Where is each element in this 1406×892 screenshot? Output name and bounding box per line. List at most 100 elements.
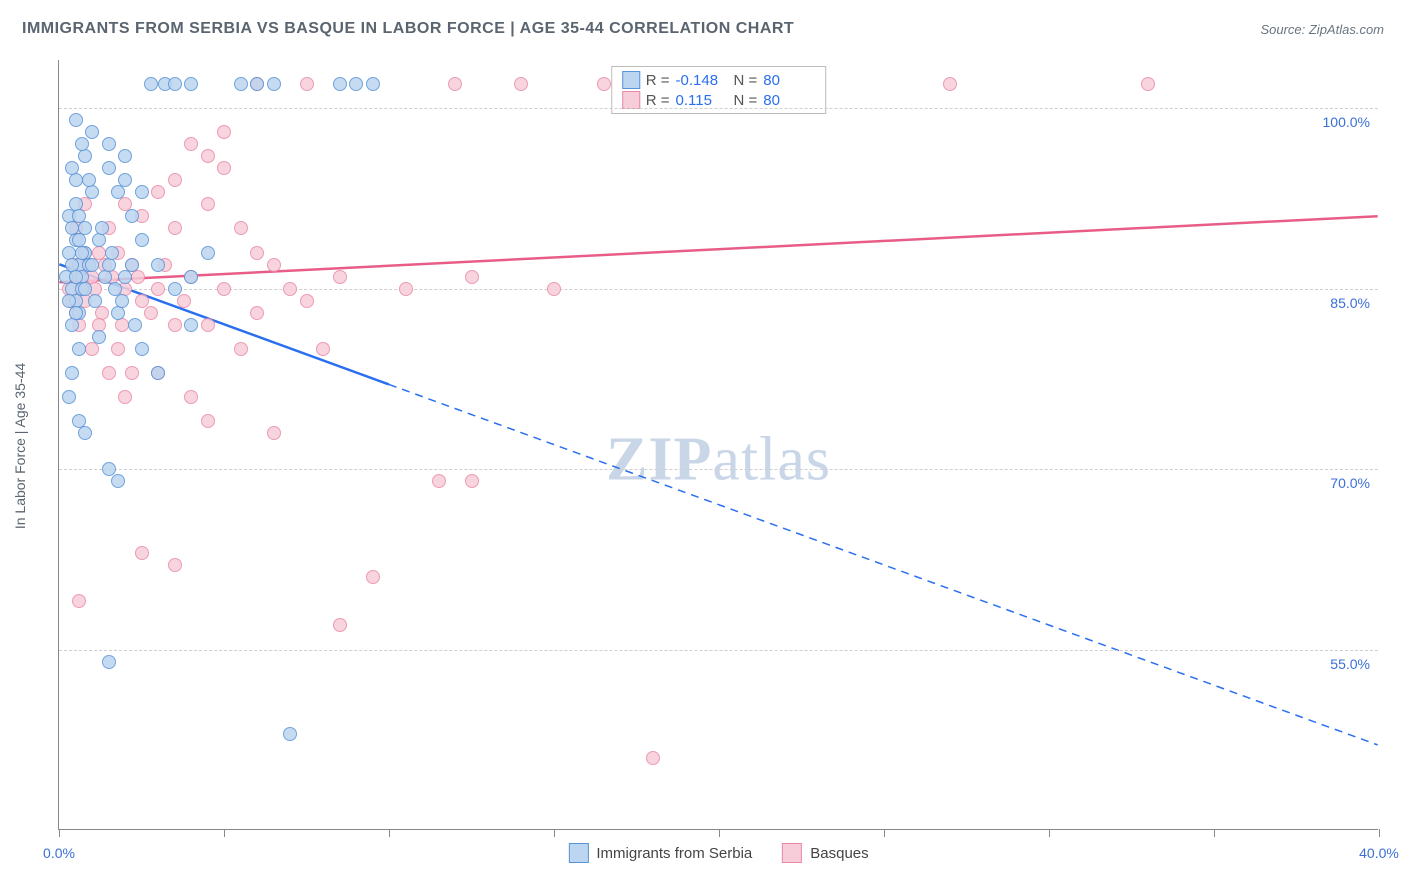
- bottom-legend: Immigrants from Serbia Basques: [568, 843, 868, 863]
- data-point: [135, 546, 149, 560]
- data-point: [234, 342, 248, 356]
- data-point: [69, 306, 83, 320]
- data-point: [184, 318, 198, 332]
- data-point: [250, 306, 264, 320]
- data-point: [217, 125, 231, 139]
- x-tick: [389, 829, 390, 837]
- data-point: [135, 233, 149, 247]
- data-point: [201, 414, 215, 428]
- data-point: [78, 426, 92, 440]
- data-point: [115, 318, 129, 332]
- y-tick-label: 70.0%: [1324, 475, 1370, 491]
- x-tick: [1214, 829, 1215, 837]
- data-point: [115, 294, 129, 308]
- legend-label-basque: Basques: [810, 845, 868, 862]
- data-point: [118, 149, 132, 163]
- data-point: [201, 149, 215, 163]
- data-point: [201, 318, 215, 332]
- grid-line: [59, 650, 1378, 651]
- data-point: [646, 751, 660, 765]
- data-point: [75, 137, 89, 151]
- data-point: [217, 282, 231, 296]
- data-point: [125, 366, 139, 380]
- stats-row-basque: R = 0.115 N = 80: [622, 91, 816, 109]
- data-point: [135, 342, 149, 356]
- stats-legend-box: R = -0.148 N = 80 R = 0.115 N = 80: [611, 66, 827, 114]
- data-point: [151, 282, 165, 296]
- swatch-basque: [622, 91, 640, 109]
- data-point: [168, 282, 182, 296]
- data-point: [69, 173, 83, 187]
- data-point: [283, 282, 297, 296]
- chart-title: IMMIGRANTS FROM SERBIA VS BASQUE IN LABO…: [22, 20, 794, 38]
- data-point: [547, 282, 561, 296]
- data-point: [151, 185, 165, 199]
- data-point: [98, 270, 112, 284]
- data-point: [102, 655, 116, 669]
- data-point: [234, 221, 248, 235]
- stat-n-basque: 80: [763, 92, 815, 109]
- y-tick-label: 100.0%: [1317, 114, 1370, 130]
- data-point: [102, 137, 116, 151]
- data-point: [151, 366, 165, 380]
- data-point: [144, 77, 158, 91]
- source-label: Source: ZipAtlas.com: [1260, 22, 1384, 37]
- grid-line: [59, 108, 1378, 109]
- data-point: [118, 390, 132, 404]
- data-point: [151, 258, 165, 272]
- data-point: [283, 727, 297, 741]
- data-point: [333, 618, 347, 632]
- data-point: [75, 246, 89, 260]
- regression-lines: [59, 60, 1378, 829]
- data-point: [92, 233, 106, 247]
- data-point: [102, 462, 116, 476]
- data-point: [943, 77, 957, 91]
- stat-label-n: N =: [734, 72, 758, 89]
- data-point: [144, 306, 158, 320]
- chart-plot-area: ZIPatlas R = -0.148 N = 80 R = 0.115 N =…: [58, 60, 1378, 830]
- stat-label-n: N =: [734, 92, 758, 109]
- grid-line: [59, 469, 1378, 470]
- data-point: [234, 77, 248, 91]
- data-point: [366, 77, 380, 91]
- data-point: [168, 318, 182, 332]
- data-point: [78, 282, 92, 296]
- data-point: [333, 77, 347, 91]
- legend-item-basque: Basques: [782, 843, 868, 863]
- x-tick: [554, 829, 555, 837]
- data-point: [267, 426, 281, 440]
- watermark-bold: ZIP: [606, 425, 712, 493]
- data-point: [85, 125, 99, 139]
- data-point: [168, 173, 182, 187]
- data-point: [250, 77, 264, 91]
- data-point: [72, 209, 86, 223]
- data-point: [95, 221, 109, 235]
- data-point: [88, 294, 102, 308]
- data-point: [85, 342, 99, 356]
- data-point: [128, 318, 142, 332]
- data-point: [131, 270, 145, 284]
- grid-line: [59, 289, 1378, 290]
- data-point: [85, 185, 99, 199]
- data-point: [118, 270, 132, 284]
- x-tick: [224, 829, 225, 837]
- y-tick-label: 85.0%: [1324, 295, 1370, 311]
- stat-r-serbia: -0.148: [676, 72, 728, 89]
- data-point: [267, 258, 281, 272]
- data-point: [168, 77, 182, 91]
- data-point: [72, 594, 86, 608]
- data-point: [168, 558, 182, 572]
- data-point: [78, 149, 92, 163]
- stat-label-r: R =: [646, 72, 670, 89]
- data-point: [69, 270, 83, 284]
- legend-swatch-basque: [782, 843, 802, 863]
- data-point: [465, 270, 479, 284]
- data-point: [85, 258, 99, 272]
- data-point: [125, 258, 139, 272]
- watermark-text: ZIPatlas: [606, 424, 831, 495]
- legend-label-serbia: Immigrants from Serbia: [596, 845, 752, 862]
- data-point: [135, 294, 149, 308]
- data-point: [111, 185, 125, 199]
- data-point: [111, 342, 125, 356]
- data-point: [102, 366, 116, 380]
